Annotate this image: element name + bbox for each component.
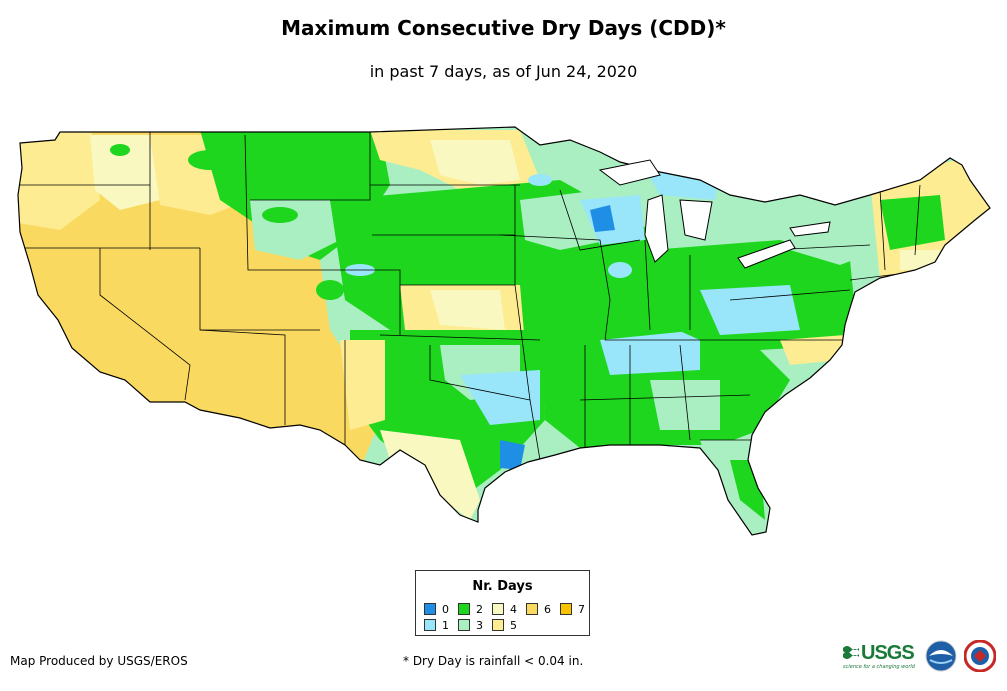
legend-label: 2	[476, 603, 483, 616]
legend-item-2: 2	[458, 603, 483, 616]
legend-title: Nr. Days	[472, 579, 533, 594]
legend-swatch	[560, 603, 572, 615]
noaa-logo-icon	[925, 640, 957, 672]
legend-swatch	[492, 619, 504, 631]
region-west-virginia-1	[700, 285, 800, 335]
map-credit: Map Produced by USGS/EROS	[10, 654, 188, 668]
map-subtitle: in past 7 days, as of Jun 24, 2020	[369, 62, 638, 81]
legend-swatch	[458, 619, 470, 631]
region-new-york-3	[780, 190, 880, 265]
region-georgia-3	[650, 380, 720, 430]
region-vermont-2	[880, 195, 945, 250]
legend-item-4: 4	[492, 603, 517, 616]
legend-item-0: 0	[424, 603, 449, 616]
region-texas-north-1	[460, 370, 540, 425]
legend-item-6: 6	[526, 603, 551, 616]
legend-label: 3	[476, 619, 483, 632]
region-wisconsin-0	[590, 205, 615, 232]
speckle-blue	[345, 174, 774, 308]
legend-label: 4	[510, 603, 517, 616]
usgs-wave-icon	[843, 646, 859, 659]
region-carolina-5	[780, 335, 845, 365]
region-kansas-4	[430, 290, 505, 330]
region-dakota-4	[430, 140, 520, 185]
map-title: Maximum Consecutive Dry Days (CDD)*	[281, 16, 726, 40]
usgs-tagline: science for a changing world	[843, 664, 915, 670]
legend-swatch	[526, 603, 538, 615]
great-lakes	[598, 159, 831, 269]
legend-label: 1	[442, 619, 449, 632]
legend-label: 7	[578, 603, 585, 616]
legend: Nr. Days 0 1 2 3 4 5 6 7	[415, 570, 590, 636]
region-pacific-nw-5	[18, 127, 100, 230]
region-connecticut-4	[900, 250, 940, 270]
legend-swatch	[492, 603, 504, 615]
region-tennessee-1	[600, 330, 700, 375]
legend-item-3: 3	[458, 619, 483, 632]
usgs-logo-text: USGS	[861, 642, 915, 664]
legend-swatch	[458, 603, 470, 615]
region-texas-coast-0	[500, 440, 525, 470]
usgs-logo: USGS science for a changing world	[843, 642, 919, 670]
state-boundaries	[20, 132, 931, 461]
legend-item-7: 7	[560, 603, 585, 616]
legend-label: 6	[544, 603, 551, 616]
legend-label: 0	[442, 603, 449, 616]
legend-swatch	[424, 603, 436, 615]
legend-swatch	[424, 619, 436, 631]
nws-logo-icon	[964, 640, 996, 672]
legend-label: 5	[510, 619, 517, 632]
region-idaho-4	[90, 135, 160, 210]
speckle-green	[110, 144, 578, 310]
region-texas-west-5	[340, 340, 385, 430]
dry-day-footnote: * Dry Day is rainfall < 0.04 in.	[403, 654, 584, 668]
legend-item-1: 1	[424, 619, 449, 632]
legend-item-5: 5	[492, 619, 517, 632]
